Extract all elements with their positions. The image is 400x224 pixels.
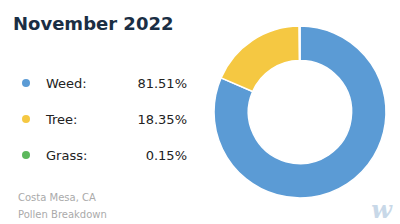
legend-label: Tree:: [45, 112, 77, 127]
chart: November 2022 Weed: 81.51% Tree: 18.35% Grass…: [0, 0, 400, 224]
legend-label: Weed:: [46, 76, 87, 91]
donut: [214, 26, 386, 198]
donut-slice: [221, 26, 299, 91]
donut-slice: [214, 26, 386, 198]
legend-marker: [22, 115, 30, 123]
legend-value: 0.15%: [146, 148, 187, 163]
legend-marker: [22, 79, 30, 87]
legend-value: 18.35%: [137, 112, 187, 127]
donut-slice: [298, 26, 300, 60]
legend-label: Grass:: [46, 148, 87, 163]
subtitle: Costa Mesa, CA: [18, 192, 96, 203]
title: November 2022: [13, 13, 173, 34]
legend-marker: [22, 151, 30, 159]
legend-value: 81.51%: [137, 76, 187, 91]
subtitle: Pollen Breakdown: [18, 209, 107, 220]
watermark: w: [371, 195, 393, 224]
